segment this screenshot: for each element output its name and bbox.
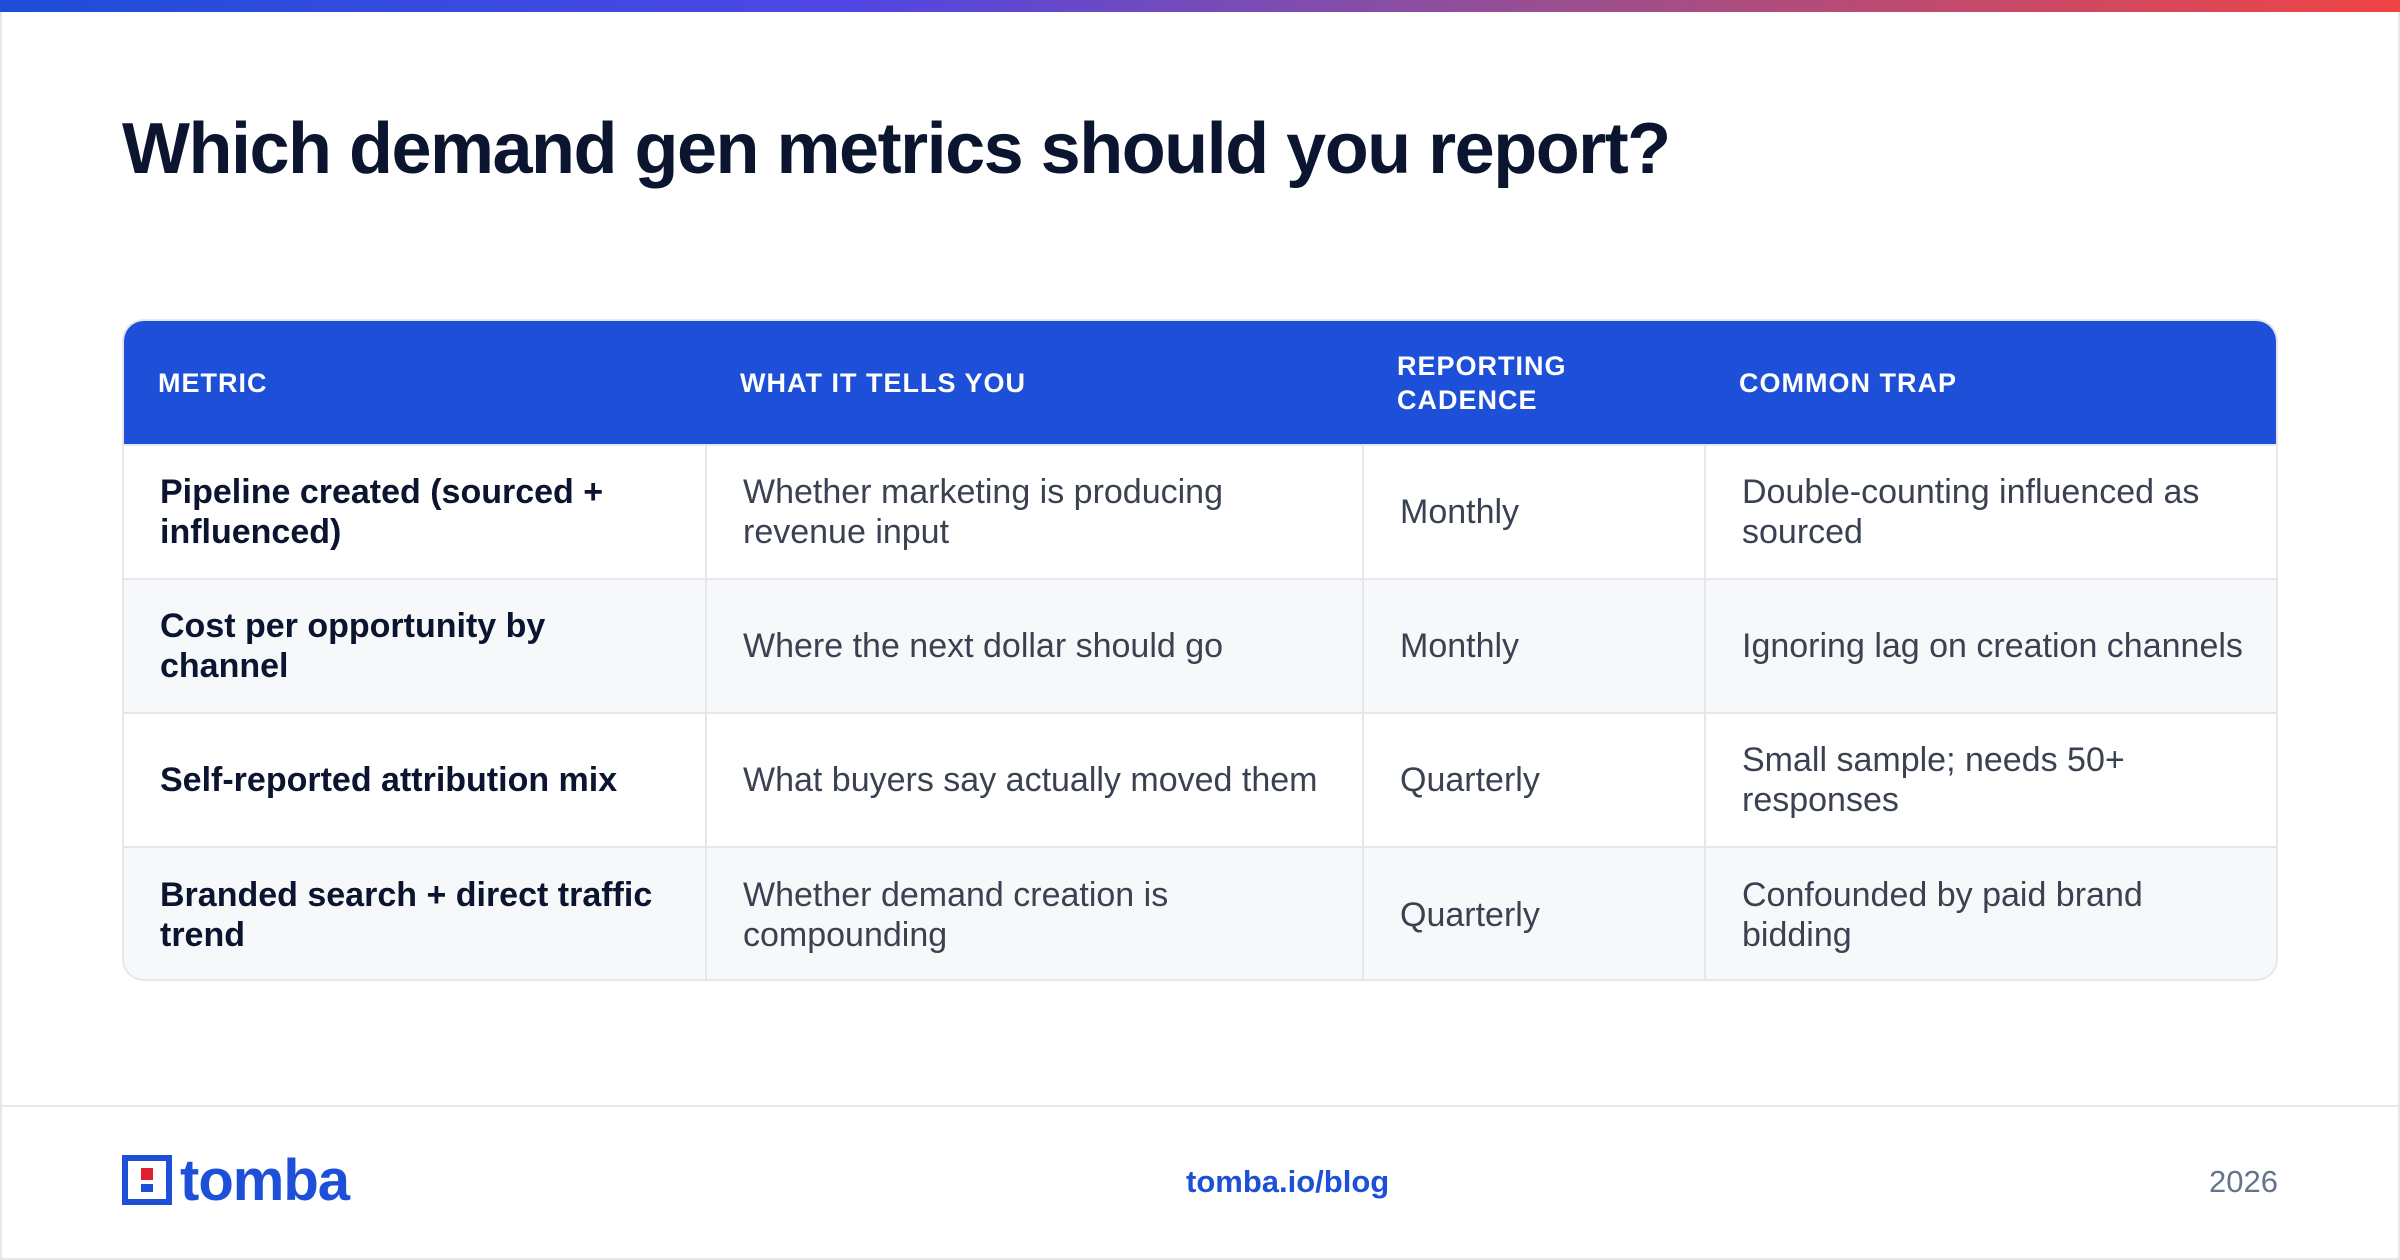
cell-metric: Pipeline created (sourced + influenced) (124, 444, 706, 579)
header-common-trap: COMMON TRAP (1739, 367, 1957, 398)
table-row: Self-reported attribution mix What buyer… (124, 712, 2276, 847)
cell-reporting-cadence: Monthly (1362, 444, 1705, 579)
header-what-it-tells-you: WHAT IT TELLS YOU (740, 367, 1026, 398)
top-gradient-bar (0, 0, 2400, 12)
cell-what-it-tells-you: Where the next dollar should go (705, 578, 1363, 713)
blog-link[interactable]: tomba.io/blog (1186, 1164, 1390, 1199)
cell-what-it-tells-you: What buyers say actually moved them (705, 712, 1363, 847)
table-row: Pipeline created (sourced + influenced) … (124, 444, 2276, 579)
cell-metric: Branded search + direct traffic trend (124, 846, 706, 979)
cell-common-trap: Ignoring lag on creation channels (1704, 578, 2276, 713)
cell-reporting-cadence: Monthly (1362, 578, 1705, 713)
tomba-logo-icon (122, 1155, 172, 1205)
cell-common-trap: Double-counting influenced as sourced (1704, 444, 2276, 579)
tomba-logo[interactable]: tomba (122, 1148, 350, 1213)
metrics-table: METRIC WHAT IT TELLS YOU REPORTING CADEN… (124, 321, 2276, 979)
header-metric: METRIC (158, 367, 268, 398)
cell-common-trap: Small sample; needs 50+ responses (1704, 712, 2276, 847)
table-row: Cost per opportunity by channel Where th… (124, 578, 2276, 713)
page-frame (0, 12, 2400, 1260)
table-row: Branded search + direct traffic trend Wh… (124, 846, 2276, 979)
cell-metric: Self-reported attribution mix (124, 712, 706, 847)
metrics-table-container: METRIC WHAT IT TELLS YOU REPORTING CADEN… (122, 319, 2278, 981)
cell-common-trap: Confounded by paid brand bidding (1704, 846, 2276, 979)
cell-what-it-tells-you: Whether demand creation is compounding (705, 846, 1363, 979)
header-reporting-cadence: REPORTING CADENCE (1397, 350, 1567, 415)
cell-metric: Cost per opportunity by channel (124, 578, 706, 713)
page-title: Which demand gen metrics should you repo… (122, 109, 1671, 189)
footer-year: 2026 (2209, 1164, 2278, 1199)
cell-reporting-cadence: Quarterly (1362, 712, 1705, 847)
cell-what-it-tells-you: Whether marketing is producing revenue i… (705, 444, 1363, 579)
footer-divider (2, 1105, 2398, 1107)
tomba-logo-text: tomba (180, 1148, 350, 1213)
cell-reporting-cadence: Quarterly (1362, 846, 1705, 979)
table-header-row: METRIC WHAT IT TELLS YOU REPORTING CADEN… (124, 321, 2276, 445)
